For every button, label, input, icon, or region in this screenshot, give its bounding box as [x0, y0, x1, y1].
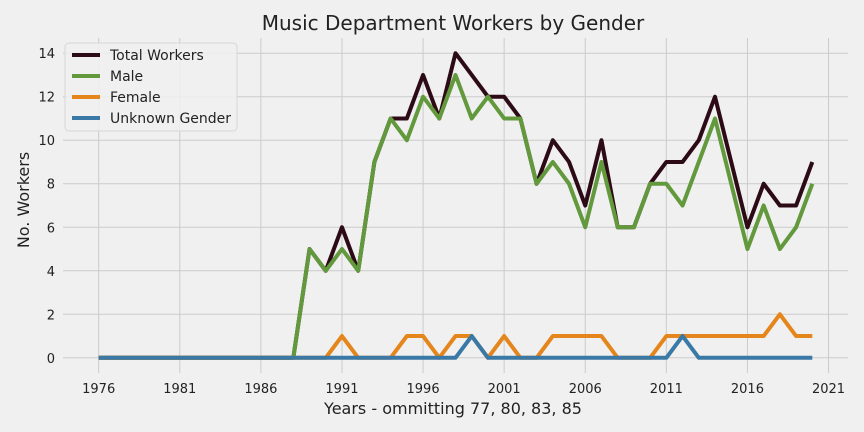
x-tick-label: 1996	[407, 382, 440, 397]
x-tick-label: 1976	[82, 382, 115, 397]
y-tick-label: 6	[47, 221, 55, 236]
y-tick-label: 4	[47, 265, 55, 280]
y-tick-label: 8	[47, 178, 55, 193]
tick-labels: 1976 1981 1986 1991 1996 2001 2006 2011 2016 2021…	[38, 47, 845, 397]
y-tick-label: 10	[38, 134, 55, 149]
x-tick-label: 1986	[244, 382, 277, 397]
y-tick-label: 0	[47, 352, 55, 367]
legend-label: Male	[110, 69, 143, 85]
y-tick-label: 14	[38, 47, 55, 62]
chart-title: Music Department Workers by Gender	[262, 11, 645, 35]
y-axis-label: No. Workers	[14, 152, 33, 248]
x-tick-label: 2016	[731, 382, 764, 397]
legend-label: Unknown Gender	[110, 111, 231, 127]
legend-box	[64, 42, 238, 132]
y-tick-label: 2	[47, 308, 55, 323]
y-tick-label: 12	[38, 91, 55, 106]
legend: Total Workers Male Female Unknown Gender	[64, 42, 238, 132]
x-tick-label: 1981	[163, 382, 196, 397]
x-tick-label: 2001	[488, 382, 521, 397]
legend-label: Total Workers	[109, 48, 204, 64]
x-tick-label: 2011	[650, 382, 683, 397]
legend-label: Female	[110, 90, 161, 106]
series-line-unknown-gender	[98, 334, 813, 360]
x-tick-label: 1991	[325, 382, 358, 397]
x-tick-label: 2006	[569, 382, 602, 397]
series-lines	[98, 51, 815, 360]
x-tick-label: 2021	[812, 382, 845, 397]
x-axis-label: Years - ommitting 77, 80, 83, 85	[323, 399, 582, 418]
